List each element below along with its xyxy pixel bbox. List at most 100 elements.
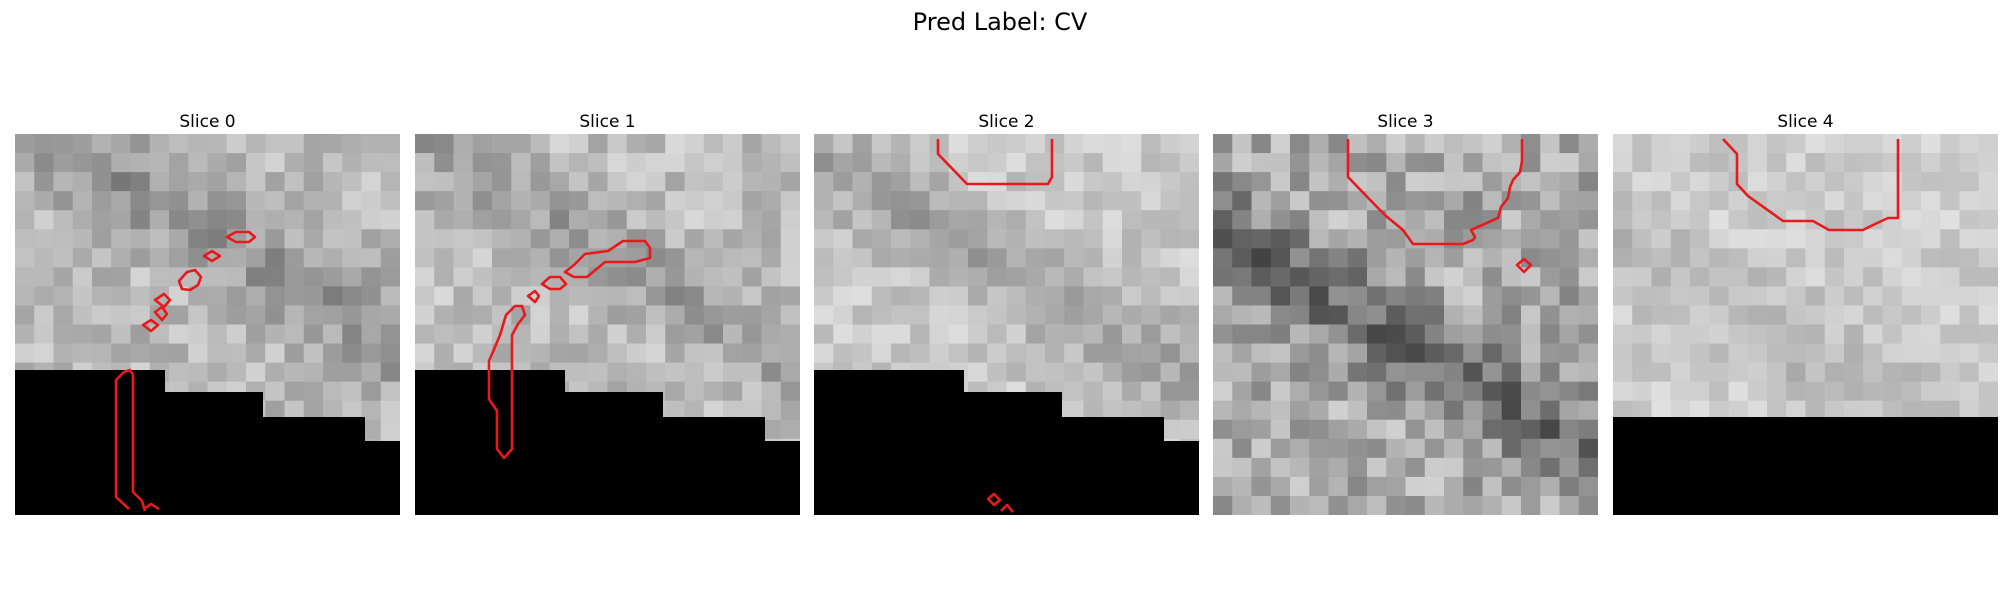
noise-cell [1347,229,1368,249]
noise-cell [361,400,382,421]
noise-cell [1921,191,1941,211]
noise-cell [1290,457,1310,478]
noise-cell [1747,267,1768,287]
noise-cell [1064,229,1085,249]
noise-cell [852,172,873,192]
noise-cell [646,172,666,192]
noise-cell [1405,286,1426,307]
noise-cell [130,324,151,345]
noise-cell [1309,229,1330,249]
noise-cell [1328,267,1349,287]
noise-cell [1444,286,1464,307]
noise-cell [265,248,286,268]
noise-cell [1521,134,1541,154]
noise-cell [284,134,305,154]
slice-image [1613,134,1998,515]
noise-cell [1844,286,1864,307]
noise-cell [1251,438,1272,459]
noise-cell [723,153,743,173]
noise-cell [1501,362,1522,383]
noise-cell [1213,286,1233,307]
noise-cell [361,343,382,364]
noise-cell [265,362,286,383]
noise-cell [1901,248,1922,268]
noise-cell [1559,153,1580,173]
noise-cell [1251,267,1272,287]
noise-cell [1102,400,1123,421]
noise-cell [1424,229,1445,249]
noise-cell [1940,286,1961,307]
noise-cell [1141,191,1162,211]
noise-cell [342,267,363,287]
noise-cell [1690,381,1710,402]
noise-cell [852,210,873,230]
noise-cell [569,286,589,307]
noise-cell [92,343,112,364]
noise-cell [284,286,305,307]
noise-cell [1270,438,1291,459]
noise-cell [1844,248,1864,268]
noise-cell [434,153,455,173]
noise-cell [169,305,189,326]
noise-cell [1959,286,1980,307]
noise-cell [626,210,647,230]
noise-cell [684,248,705,268]
noise-cell [1521,286,1541,307]
noise-cell [1179,305,1199,326]
noise-cell [1444,343,1464,364]
noise-cell [1540,191,1561,211]
noise-cell [1632,305,1653,326]
noise-cell [323,343,343,364]
noise-cell [1959,381,1980,402]
noise-cell [1160,324,1181,345]
noise-cell [1824,362,1845,383]
noise-cell [1463,400,1484,421]
noise-cell [1463,362,1484,383]
noise-cell [1521,362,1541,383]
noise-cell [1613,267,1633,287]
noise-cell [1978,343,1998,364]
noise-cell [1367,134,1387,154]
noise-cell [549,248,570,268]
noise-cell [1424,267,1445,287]
noise-cell [265,134,286,154]
noise-cell [929,267,950,287]
noise-cell [1613,362,1633,383]
noise-cell [361,134,382,154]
noise-cell [188,153,209,173]
noise-cell [742,286,763,307]
noise-cell [34,305,55,326]
noise-cell [1501,286,1522,307]
noise-cell [1444,172,1464,192]
noise-cell [1328,400,1349,421]
noise-cell [1386,305,1407,326]
noise-cell [1405,134,1426,154]
noise-cell [246,191,266,211]
noise-cell [1179,210,1199,230]
noise-cell [1309,343,1330,364]
noise-cell [626,134,647,154]
noise-cell [1578,248,1598,268]
noise-cell [1179,343,1199,364]
noise-cell [761,305,782,326]
noise-cell [415,324,435,345]
noise-cell [226,210,247,230]
noise-cell [1501,438,1522,459]
noise-cell [1083,248,1104,268]
noise-cell [323,267,343,287]
noise-cell [1064,305,1085,326]
noise-cell [1767,362,1787,383]
noise-cell [1521,381,1541,402]
noise-cell [1882,191,1903,211]
noise-cell [1901,381,1922,402]
noise-cell [814,191,834,211]
noise-cell [1006,324,1027,345]
noise-cell [1160,153,1181,173]
noise-cell [1270,305,1291,326]
noise-cell [1482,229,1503,249]
noise-cell [1767,324,1787,345]
noise-cell [1328,191,1349,211]
noise-cell [703,210,724,230]
noise-cell [1328,476,1349,497]
noise-cell [1328,153,1349,173]
